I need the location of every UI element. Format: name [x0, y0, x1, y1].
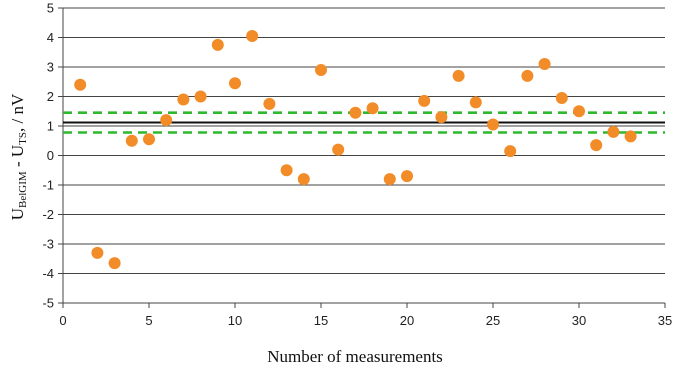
y-tick-label: 3: [47, 60, 54, 75]
data-point: [125, 134, 138, 147]
y-axis-title-subscript: BelGIM: [17, 171, 29, 208]
data-point: [487, 118, 499, 131]
data-point: [418, 94, 431, 107]
data-point: [435, 111, 448, 124]
y-tick-label: -1: [42, 178, 54, 193]
data-point: [383, 173, 396, 186]
data-point: [74, 78, 87, 91]
x-tick-label: 25: [486, 313, 500, 328]
data-point: [143, 133, 155, 146]
data-point: [521, 69, 534, 82]
data-point: [590, 139, 603, 152]
y-tick-label: 5: [47, 1, 54, 16]
y-tick-label: -4: [42, 266, 54, 281]
x-tick-label: 20: [400, 313, 414, 328]
y-tick-labels: 5 4 3 2 1 0 -1 -2 -3 -4 -5: [42, 1, 54, 311]
data-point: [229, 77, 241, 90]
data-point: [504, 145, 517, 158]
y-tick-label: 1: [47, 119, 54, 134]
data-point: [573, 105, 585, 118]
data-point: [401, 170, 413, 183]
x-tick-label: 10: [228, 313, 242, 328]
x-axis-title: Number of measurements: [267, 347, 443, 366]
x-tick-label: 0: [59, 313, 66, 328]
y-tick-label: 2: [47, 89, 54, 104]
data-point: [624, 130, 637, 143]
data-point: [108, 257, 121, 270]
data-point: [160, 114, 173, 127]
data-point: [538, 58, 551, 71]
data-point: [194, 90, 207, 103]
y-tick-label: -3: [42, 237, 54, 252]
y-tick-label: -2: [42, 207, 54, 222]
data-point: [246, 30, 259, 43]
data-point: [469, 96, 482, 109]
x-tick-label: 5: [145, 313, 152, 328]
y-axis-title: UBelGIM - UTS, / nV: [8, 93, 29, 220]
data-point: [280, 164, 293, 177]
grid: [63, 7, 665, 304]
data-point: [177, 93, 190, 106]
y-tick-label: 0: [47, 148, 54, 163]
data-point: [263, 97, 276, 110]
axes: [58, 7, 666, 308]
data-point: [297, 173, 310, 186]
x-tick-label: 15: [314, 313, 328, 328]
data-point: [366, 102, 379, 115]
data-point: [211, 38, 224, 51]
y-axis-title-unit: , / nV: [8, 93, 27, 132]
data-point: [452, 69, 465, 82]
data-point: [315, 63, 327, 76]
data-point: [607, 125, 620, 138]
y-tick-label: 4: [47, 30, 54, 45]
x-tick-labels: 0 5 10 15 20 25 30 35: [59, 313, 672, 328]
x-tick-label: 35: [658, 313, 672, 328]
data-point: [555, 91, 568, 104]
data-points: [74, 30, 637, 270]
x-tick-label: 30: [572, 313, 586, 328]
y-axis-title-part: U: [8, 208, 27, 220]
data-point: [332, 143, 345, 156]
y-tick-label: -5: [42, 296, 54, 311]
reference-lines: [63, 111, 665, 134]
data-point: [349, 106, 362, 119]
y-axis-title-part: - U: [8, 145, 27, 171]
y-axis-title-subscript: TS: [17, 132, 29, 145]
data-point: [91, 246, 104, 259]
